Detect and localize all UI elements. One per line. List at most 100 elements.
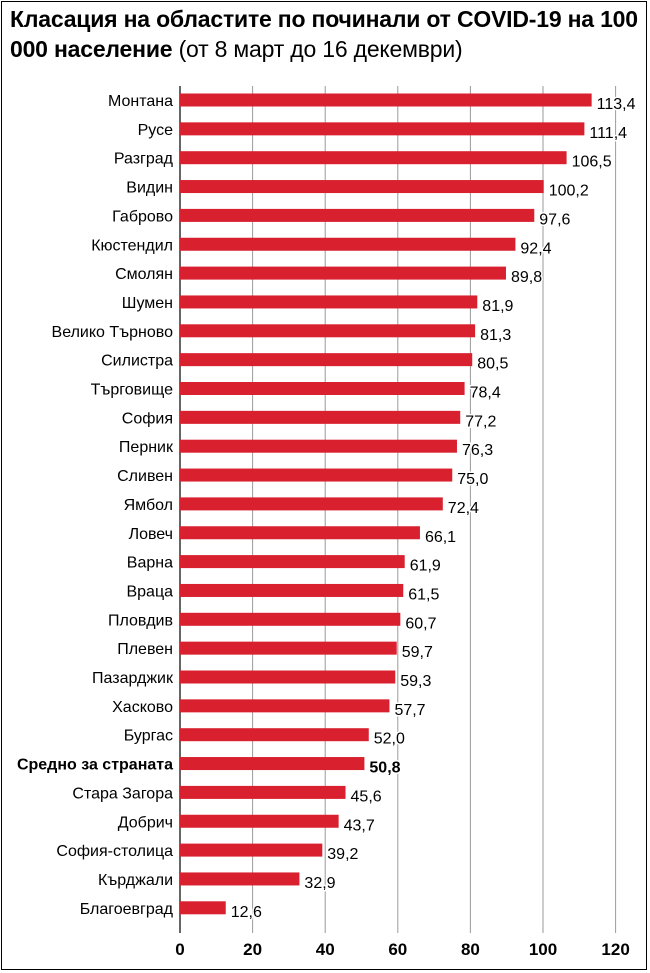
bar — [180, 757, 365, 771]
value-labels: 113,4 111,4 106,5 100,2 97,6 92,4 89,8 81,9 81,3… — [229, 95, 637, 923]
value-label: 76,3 — [462, 442, 493, 459]
category-label: Габрово — [112, 208, 173, 225]
bar — [180, 468, 453, 482]
bar — [180, 382, 465, 395]
bar — [180, 180, 544, 194]
category-label: Ямбол — [124, 497, 173, 514]
category-label: Видин — [126, 180, 173, 197]
bar — [180, 814, 339, 828]
category-label: Добрич — [118, 814, 173, 831]
value-label: 57,7 — [394, 702, 425, 719]
category-label: Стара Загора — [72, 785, 173, 802]
value-label: 60,7 — [405, 615, 436, 632]
chart-subtitle: (от 8 март до 16 декември) — [178, 36, 463, 62]
category-label: Варна — [127, 555, 173, 572]
category-label: Благоевград — [80, 901, 174, 918]
value-label: 106,5 — [572, 154, 612, 171]
category-label: Русе — [138, 122, 173, 139]
value-label: 32,9 — [304, 875, 335, 892]
value-label: 89,8 — [511, 269, 542, 286]
value-label: 39,2 — [327, 846, 358, 863]
category-label: Силистра — [101, 353, 173, 370]
x-tick-label: 120 — [601, 940, 629, 959]
category-label: София-столица — [56, 843, 173, 860]
value-label: 66,1 — [425, 529, 456, 546]
category-label: Враца — [126, 583, 173, 600]
value-label: 59,7 — [402, 644, 433, 661]
x-tick-label: 60 — [388, 940, 407, 959]
value-label: 92,4 — [520, 240, 551, 257]
axis-ticks: 0 20 40 60 80 100 120 — [175, 940, 630, 959]
value-label: 43,7 — [344, 817, 375, 834]
value-label: 77,2 — [465, 413, 496, 430]
value-label: 80,5 — [477, 356, 508, 373]
category-label: София — [122, 410, 173, 427]
x-tick-label: 80 — [461, 940, 480, 959]
category-label: Сливен — [117, 468, 173, 485]
category-label: Плевен — [117, 641, 173, 658]
value-label: 61,5 — [408, 586, 439, 603]
x-tick-label: 40 — [316, 940, 335, 959]
value-label: 81,3 — [480, 327, 511, 344]
x-tick-label: 20 — [243, 940, 262, 959]
category-label: Монтана — [108, 93, 173, 110]
x-tick-label: 0 — [175, 940, 184, 959]
category-label: Шумен — [122, 295, 173, 312]
bar — [180, 93, 592, 107]
category-label: Смолян — [115, 266, 173, 283]
value-label: 81,9 — [482, 298, 513, 315]
value-label: 100,2 — [549, 183, 589, 200]
bar — [180, 151, 567, 165]
bar — [180, 439, 457, 453]
category-label: Хасково — [112, 699, 173, 716]
bar — [180, 555, 405, 569]
bar — [180, 295, 478, 309]
category-label: Велико Търново — [52, 324, 174, 341]
value-label: 111,4 — [589, 125, 627, 142]
category-label: Средно за страната — [17, 757, 173, 774]
bar — [180, 728, 369, 742]
bar — [180, 122, 585, 136]
value-label: 113,4 — [597, 96, 636, 113]
value-label: 75,0 — [457, 471, 488, 488]
chart-title: Класация на областите по починали от COV… — [10, 6, 638, 62]
category-label: Кърджали — [98, 872, 173, 889]
category-label: Пловдив — [108, 612, 173, 629]
bars — [180, 93, 592, 915]
bar — [180, 843, 323, 857]
bar — [180, 208, 535, 222]
value-label: 50,8 — [369, 760, 400, 777]
value-label: 45,6 — [351, 788, 382, 805]
bar — [180, 526, 420, 540]
value-label: 78,4 — [470, 385, 501, 402]
value-label: 12,6 — [231, 904, 262, 921]
category-label: Търговище — [91, 382, 173, 399]
bar — [180, 901, 226, 915]
bar — [180, 353, 473, 367]
bar — [180, 497, 443, 511]
value-label: 61,9 — [410, 558, 441, 575]
bar — [180, 699, 390, 713]
bar — [180, 785, 346, 799]
category-label: Разград — [114, 151, 174, 168]
bar — [180, 410, 461, 424]
bar — [180, 324, 476, 338]
bar — [180, 641, 397, 655]
bar — [180, 237, 516, 251]
value-label: 59,3 — [400, 673, 431, 690]
bar — [180, 612, 401, 626]
value-label: 52,0 — [374, 731, 405, 748]
category-label: Бургас — [124, 728, 173, 745]
category-label: Перник — [119, 439, 174, 456]
bar — [180, 872, 300, 886]
bar — [180, 266, 506, 280]
chart-title-block: Класация на областите по починали от COV… — [10, 4, 640, 64]
bar — [180, 583, 404, 597]
bar — [180, 670, 396, 684]
category-label: Ловеч — [129, 526, 173, 543]
category-labels: Монтана Русе Разград Видин Габрово Кюстендил С… — [17, 93, 174, 918]
category-label: Кюстендил — [91, 237, 173, 254]
x-tick-label: 100 — [529, 940, 557, 959]
